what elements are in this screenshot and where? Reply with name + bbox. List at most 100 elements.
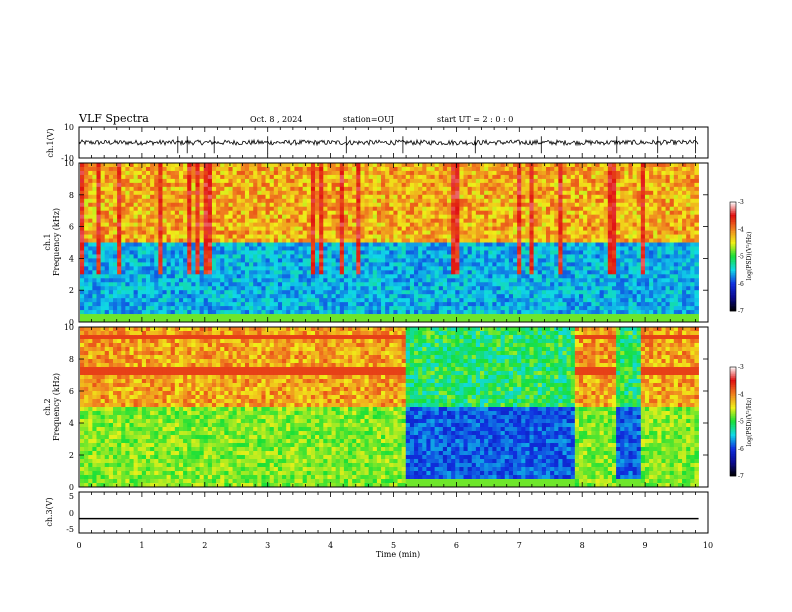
spectrogram-cell (496, 310, 502, 315)
spectrogram-cell (574, 262, 580, 267)
spectrogram-cell (447, 218, 452, 224)
spectrogram-cell (327, 270, 332, 275)
spectrogram-cell (405, 302, 411, 307)
spectrogram-cell (426, 274, 431, 279)
spectrogram-cell (162, 294, 167, 299)
spectrogram-cell (459, 270, 464, 275)
spectrogram-cell (302, 214, 308, 220)
spectrogram-cell (211, 258, 217, 263)
spectrogram-cell (397, 226, 403, 231)
spectrogram-cell (545, 246, 551, 251)
spectrogram-cell (430, 254, 436, 259)
spectrogram-cell (108, 302, 114, 307)
spectrogram-cell (545, 190, 551, 196)
spectrogram-cell (232, 298, 238, 303)
spectrogram-cell (211, 286, 217, 291)
spectrogram-cell (430, 218, 436, 224)
spectrogram-cell (150, 202, 155, 208)
spectrogram-cell (207, 318, 213, 323)
spectrogram-cell (228, 246, 233, 251)
spectrogram-cell (381, 298, 386, 303)
spectrogram-cell (372, 230, 378, 235)
spectrogram-cell (203, 246, 209, 251)
spectrogram-cell (339, 274, 345, 279)
spectrogram-cell (447, 242, 452, 247)
spectrogram-cell (108, 194, 114, 200)
spectrogram-cell (352, 258, 357, 263)
spectrogram-cell (541, 230, 547, 235)
spectrogram-cell (442, 226, 448, 231)
spectrogram-cell (442, 314, 448, 319)
spectrogram-cell (211, 194, 217, 200)
spectrogram-cell (368, 234, 374, 239)
spectrogram-cell (521, 238, 526, 243)
spectrogram-cell (500, 190, 506, 196)
spectrogram-cell (463, 250, 469, 255)
spectrogram-cell (570, 222, 576, 228)
spectrogram-cell (541, 190, 547, 196)
spectrogram-cell (348, 190, 353, 196)
spectrogram-cell (203, 166, 209, 172)
spectrogram-cell (521, 202, 526, 208)
spectrogram-cell (500, 318, 506, 323)
spectrogram-cell (125, 234, 130, 239)
spectrogram-cell (409, 294, 415, 299)
spectrogram-cell (554, 198, 559, 204)
spectrogram-cell (508, 318, 514, 323)
spectrogram-cell (282, 178, 287, 184)
spectrogram-cell (150, 174, 155, 180)
spectrogram-cell (463, 266, 469, 271)
spectrogram-cell (381, 194, 386, 200)
spectrogram-cell (117, 254, 122, 259)
spectrogram-cell (442, 286, 448, 291)
spectrogram-cell (166, 266, 172, 271)
spectrogram-cell (434, 166, 440, 172)
spectrogram-cell (183, 182, 188, 188)
spectrogram-cell (96, 282, 102, 287)
spectrogram-cell (265, 274, 271, 279)
spectrogram-cell (92, 198, 97, 204)
spectrogram-cell (170, 214, 176, 220)
spectrogram-cell (112, 250, 118, 255)
spectrogram-cell (100, 194, 106, 200)
spectrogram-cell (162, 198, 167, 204)
spectrogram-cell (480, 198, 485, 204)
spectrogram-cell (141, 310, 147, 315)
spectrogram-cell (471, 170, 477, 176)
spectrogram-cell (385, 262, 390, 267)
spectrogram-cell (480, 306, 485, 311)
spectrogram-cell (125, 194, 130, 200)
spectrogram-cell (315, 182, 320, 188)
spectrogram-cell (154, 246, 159, 251)
spectrogram-cell (376, 210, 382, 216)
spectrogram-cell (166, 174, 172, 180)
spectrogram-cell (537, 282, 543, 287)
spectrogram-cell (298, 163, 304, 168)
spectrogram-cell (240, 182, 246, 188)
spectrogram-cell (236, 222, 242, 228)
spectrogram-cell (438, 258, 444, 263)
spectrogram-cell (211, 306, 217, 311)
spectrogram-cell (240, 302, 246, 307)
spectrogram-cell (442, 210, 448, 216)
spectrogram-cell (550, 278, 555, 283)
spectrogram-cell (257, 242, 262, 247)
spectrogram-cell (240, 202, 246, 208)
spectrogram-cell (484, 258, 489, 263)
spectrogram-cell (249, 306, 254, 311)
spectrogram-cell (405, 298, 411, 303)
spectrogram-cell (488, 210, 493, 216)
spectrogram-cell (323, 218, 328, 224)
spectrogram-cell (257, 230, 262, 235)
spectrogram-cell (541, 282, 547, 287)
spectrogram-cell (228, 294, 233, 299)
spectrogram-cell (265, 258, 271, 263)
spectrogram-cell (550, 222, 555, 228)
spectrogram-cell (578, 222, 584, 228)
spectrogram-cell (463, 318, 469, 323)
spectrogram-cell (117, 234, 122, 239)
spectrogram-cell (261, 234, 266, 239)
spectrogram-cell (282, 218, 287, 224)
spectrogram-cell (533, 186, 539, 192)
spectrogram-cell (310, 294, 316, 299)
